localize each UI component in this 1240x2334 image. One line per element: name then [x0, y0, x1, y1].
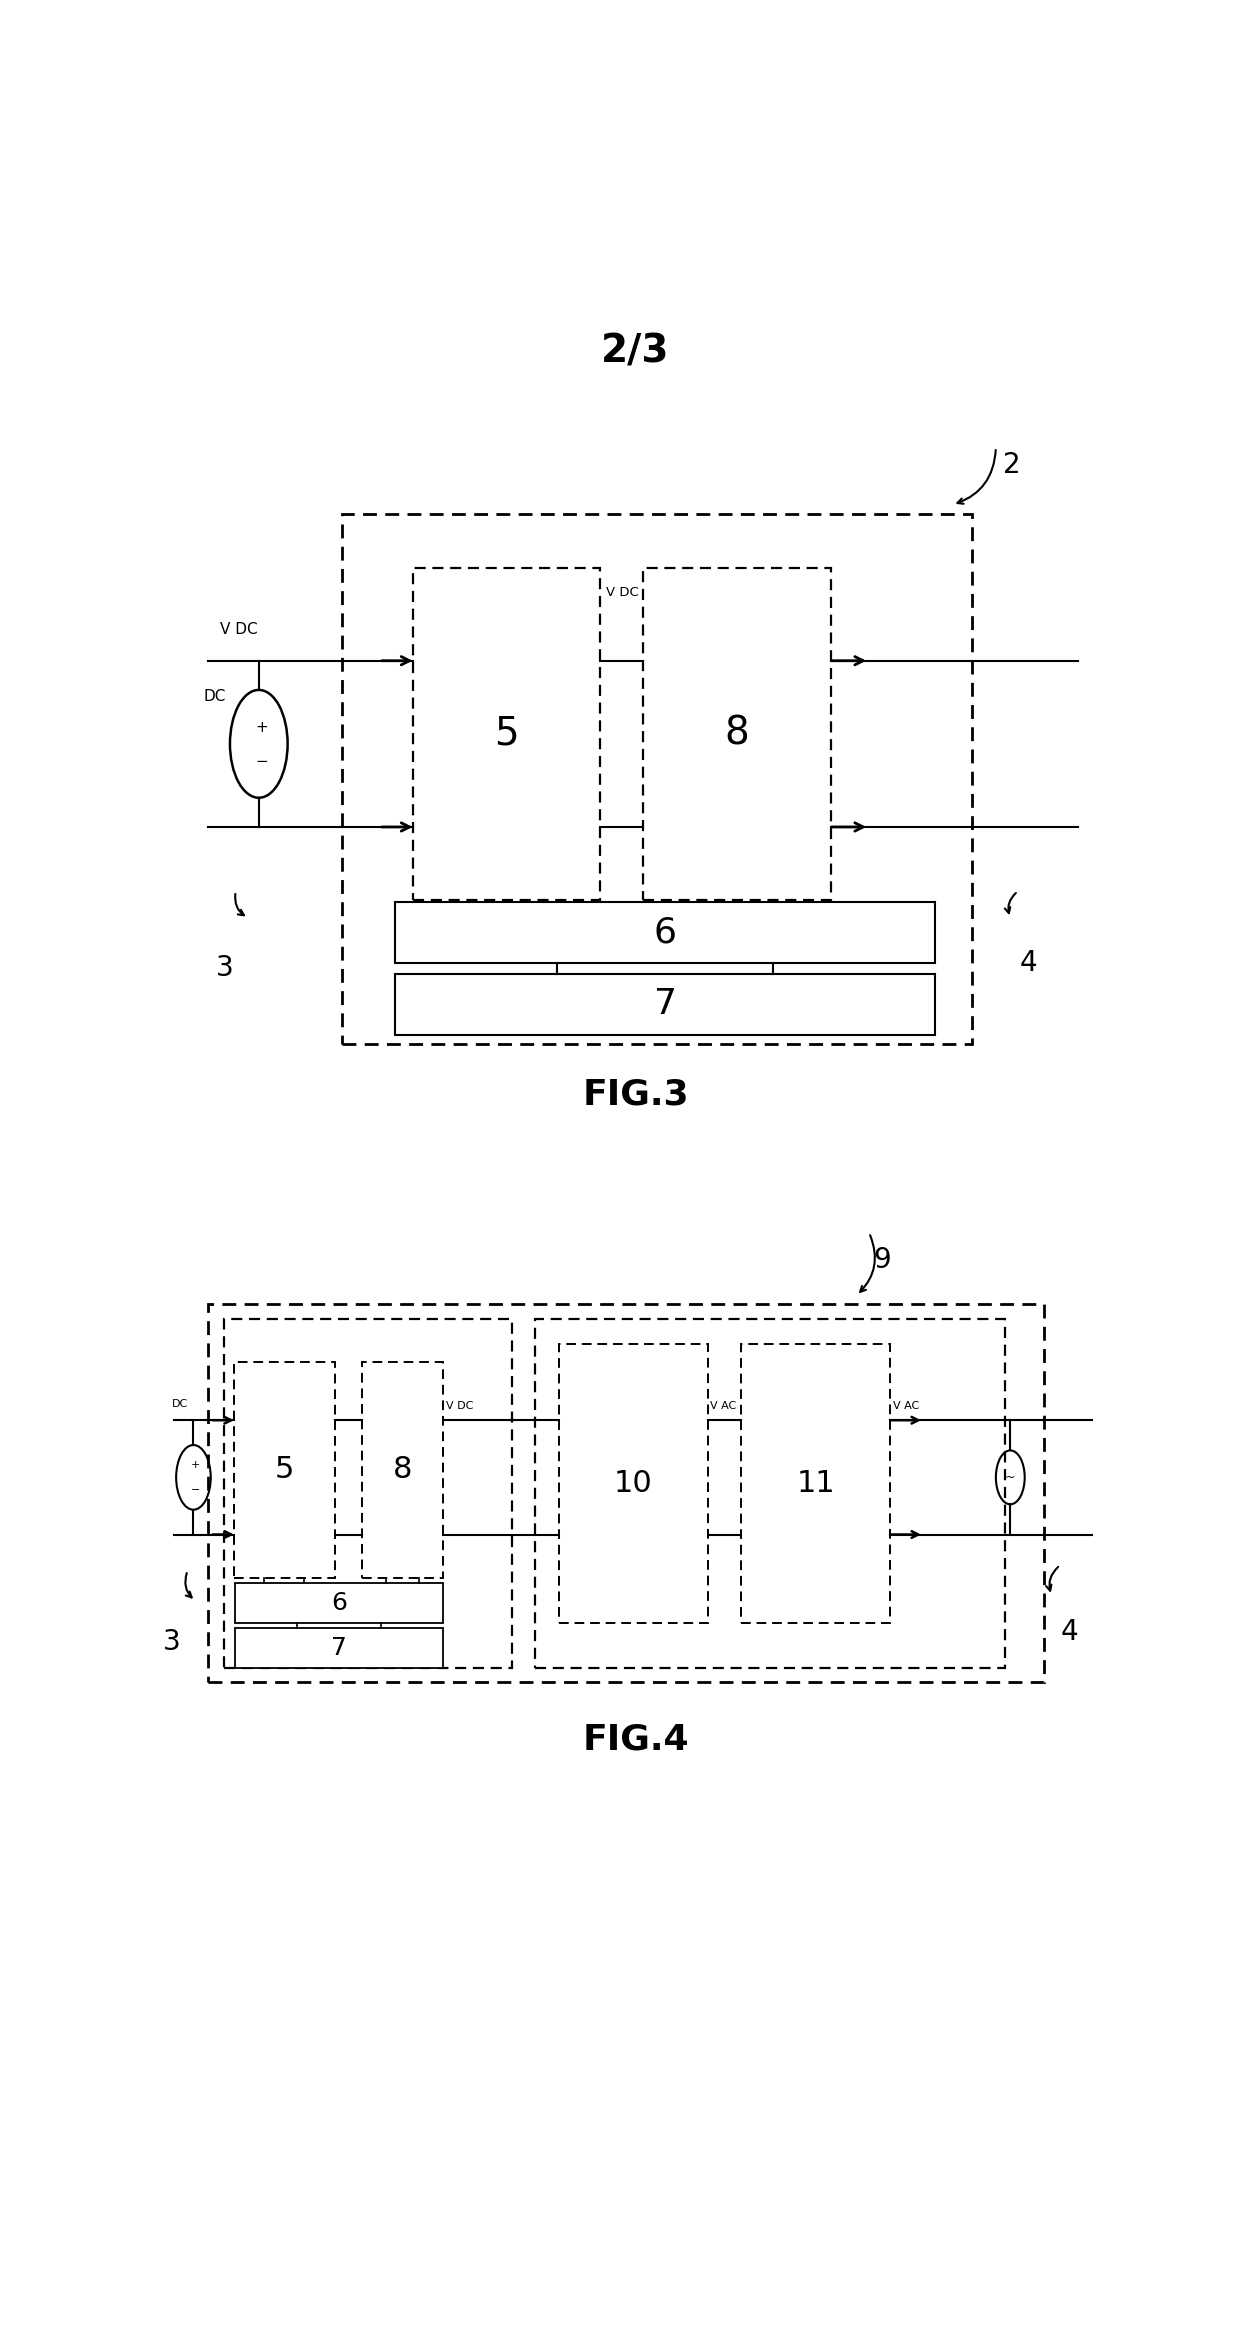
Bar — [234, 1582, 444, 1622]
Text: 2/3: 2/3 — [601, 334, 670, 371]
Text: +: + — [191, 1459, 200, 1470]
Text: DC: DC — [203, 689, 226, 705]
Text: V DC: V DC — [605, 586, 639, 598]
Bar — [742, 1344, 890, 1622]
Bar — [396, 973, 935, 1034]
Text: 11: 11 — [796, 1468, 835, 1498]
Text: +: + — [255, 721, 268, 735]
Text: −: − — [255, 754, 268, 770]
Text: 8: 8 — [393, 1456, 412, 1484]
Bar — [342, 513, 972, 1043]
Text: 5: 5 — [274, 1456, 294, 1484]
Bar — [413, 567, 600, 901]
Text: 7: 7 — [331, 1636, 347, 1659]
Text: 10: 10 — [614, 1468, 652, 1498]
Text: 9: 9 — [873, 1246, 890, 1274]
Text: 2: 2 — [1003, 450, 1021, 478]
Text: 3: 3 — [216, 955, 234, 983]
Text: V DC: V DC — [446, 1400, 474, 1412]
Bar — [534, 1319, 1006, 1666]
Text: 4: 4 — [1060, 1617, 1078, 1645]
Bar — [558, 1344, 708, 1622]
Bar — [234, 1363, 335, 1578]
Bar — [396, 901, 935, 964]
Text: V DC: V DC — [221, 623, 258, 637]
Bar — [234, 1629, 444, 1666]
Text: −: − — [191, 1484, 200, 1496]
Text: 5: 5 — [494, 714, 518, 754]
Bar — [644, 567, 831, 901]
Text: 8: 8 — [724, 714, 749, 754]
Bar — [224, 1319, 512, 1666]
Text: 3: 3 — [164, 1629, 181, 1657]
Text: 4: 4 — [1019, 950, 1038, 978]
Text: 6: 6 — [331, 1592, 347, 1615]
Bar — [208, 1305, 1044, 1683]
Text: 6: 6 — [653, 915, 677, 950]
Bar — [362, 1363, 444, 1578]
Text: 7: 7 — [653, 987, 677, 1022]
Text: FIG.4: FIG.4 — [583, 1722, 688, 1758]
Text: DC: DC — [172, 1400, 188, 1410]
Text: V AC: V AC — [711, 1400, 737, 1412]
Text: ~: ~ — [1006, 1470, 1016, 1484]
Text: FIG.3: FIG.3 — [583, 1078, 688, 1111]
Text: V AC: V AC — [893, 1400, 919, 1412]
